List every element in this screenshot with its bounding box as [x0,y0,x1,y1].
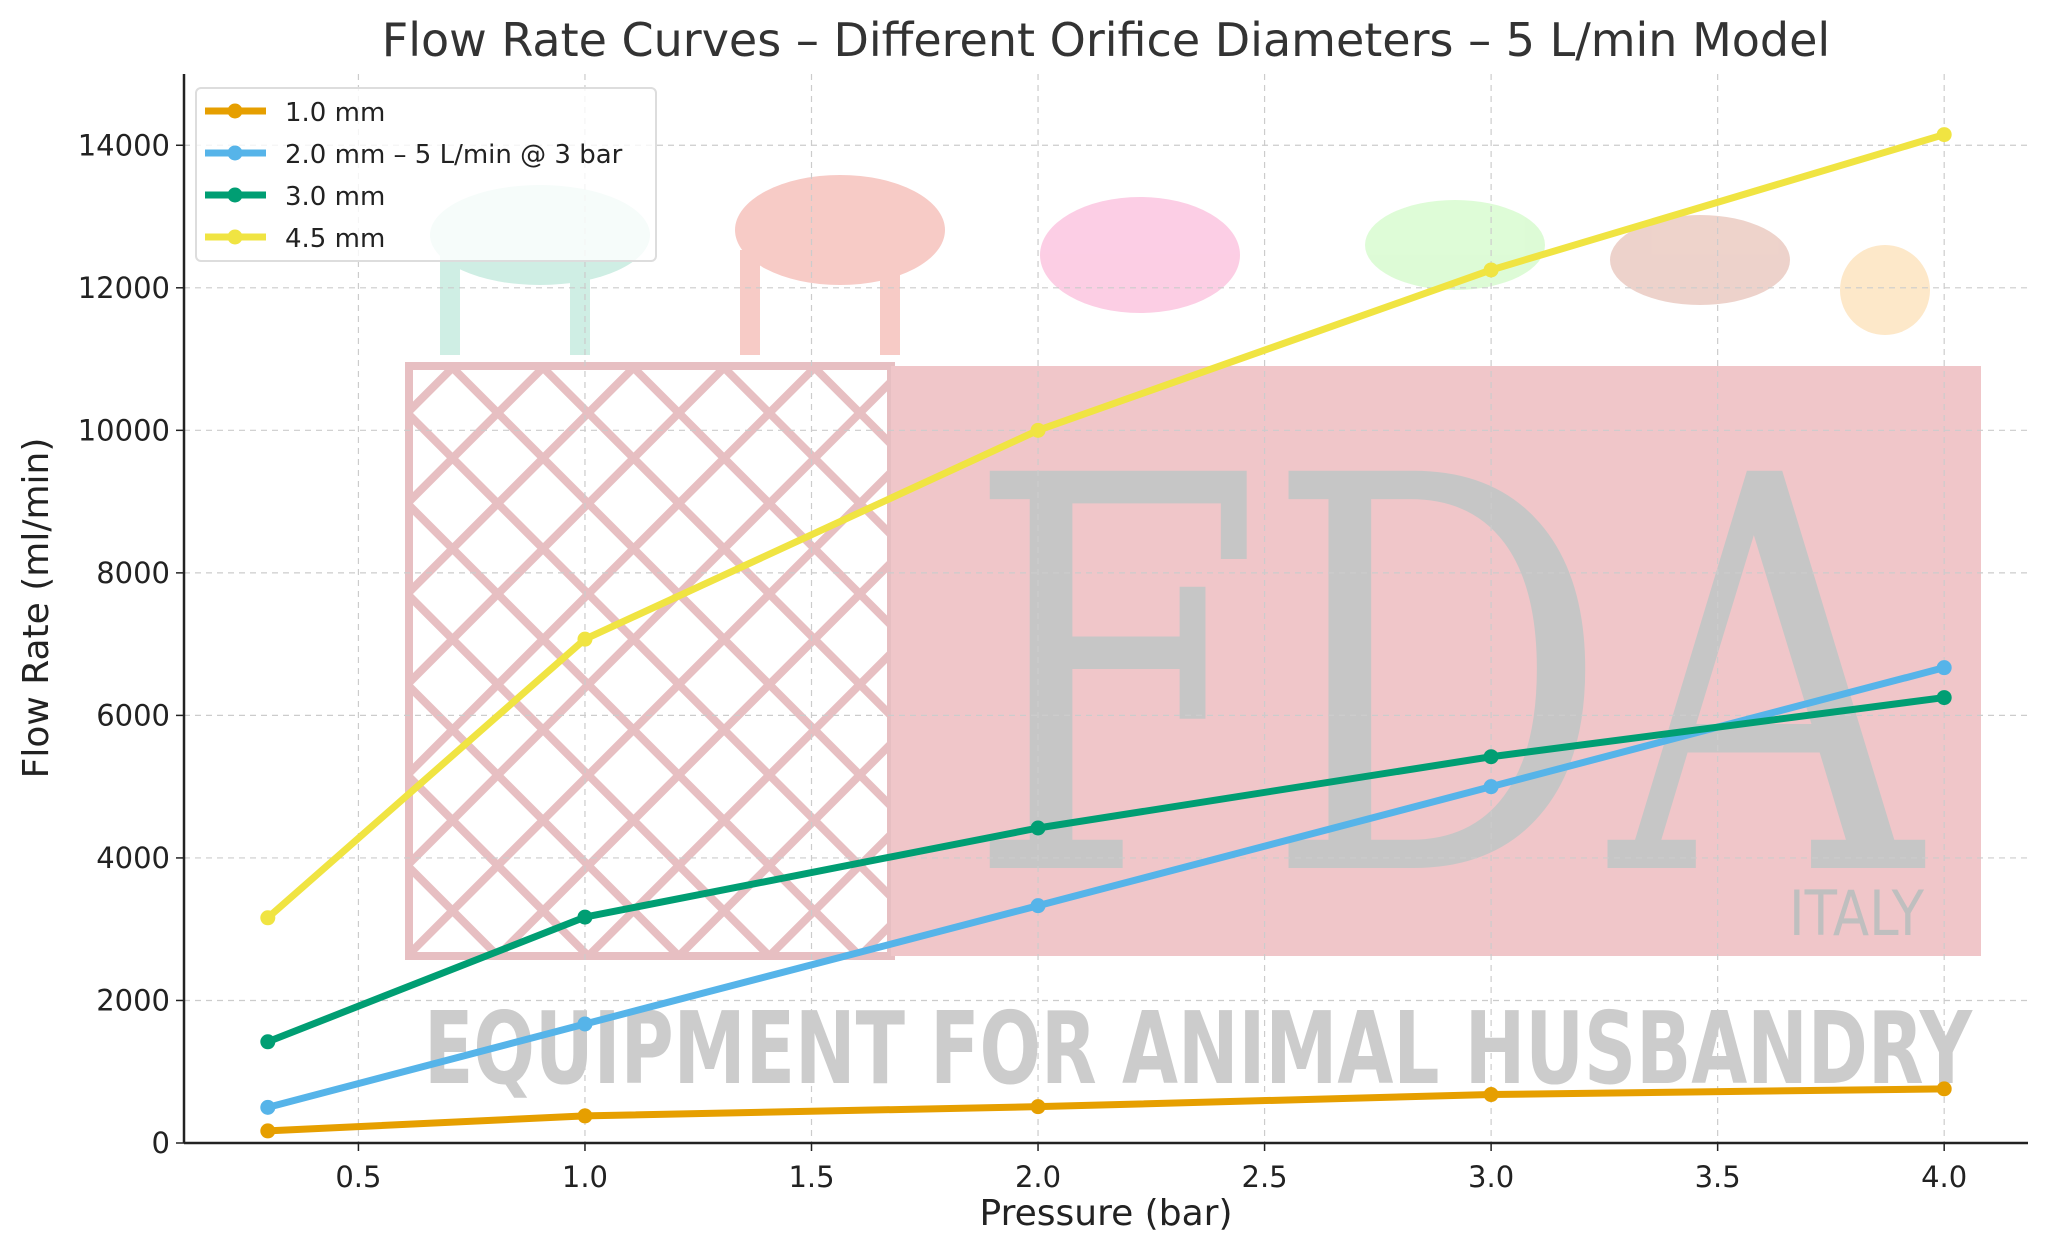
series-2 [260,690,1952,1050]
data-point [260,910,276,926]
data-point [1030,422,1046,438]
data-point [1483,779,1499,795]
data-point [1030,820,1046,836]
data-point [1483,1087,1499,1103]
x-tick-label: 1.5 [788,1160,834,1194]
x-tick-label: 0.5 [335,1160,381,1194]
x-tick-label: 3.5 [1695,1160,1741,1194]
y-tick-label: 0 [152,1126,170,1160]
x-tick-label: 2.0 [1015,1160,1061,1194]
legend-label: 3.0 mm [285,182,385,212]
chart-title: Flow Rate Curves – Different Orifice Dia… [382,13,1830,67]
legend-marker [227,187,243,203]
data-point [1483,262,1499,278]
y-axis-label: Flow Rate (ml/min) [16,438,57,779]
legend-label: 2.0 mm – 5 L/min @ 3 bar [285,140,623,170]
data-point [1030,1099,1046,1115]
series-1 [260,660,1952,1115]
data-point [260,1034,276,1050]
data-point [1936,660,1952,676]
x-tick-label: 2.5 [1242,1160,1288,1194]
data-point [1936,1081,1952,1097]
x-tick-label: 3.0 [1468,1160,1514,1194]
data-point [260,1123,276,1139]
legend-item: 3.0 mm [205,182,385,212]
y-tick-label: 12000 [78,271,170,305]
legend-box [195,87,657,262]
data-point [577,1016,593,1032]
data-point [1483,749,1499,765]
y-tick-label: 14000 [78,128,170,162]
watermark-tagline: EQUIPMENT FOR ANIMAL HUSBANDRY [424,990,1973,1107]
legend-label: 4.5 mm [285,224,385,254]
legend: 1.0 mm 2.0 mm – 5 L/min @ 3 bar 3.0 mm 4.5 … [195,87,657,262]
animal-silhouettes [430,175,1930,355]
watermark-logo: FDA ITALY EQUIPMENT FOR ANIMAL HUSBANDRY [405,175,1981,1107]
watermark-italy: ITALY [1789,877,1924,950]
watermark-fda: FDA [966,362,1926,997]
data-point [577,631,593,647]
y-tick-label: 6000 [96,698,170,732]
legend-marker [227,103,243,119]
data-point [1936,690,1952,706]
data-point [260,1099,276,1115]
legend-item: 4.5 mm [205,224,385,254]
data-point [577,1108,593,1124]
legend-marker [227,229,243,245]
y-tick-label: 10000 [78,413,170,447]
data-point [577,909,593,925]
x-tick-label: 1.0 [562,1160,608,1194]
y-tick-label: 8000 [96,556,170,590]
x-tick-label: 4.0 [1921,1160,1967,1194]
legend-item: 2.0 mm – 5 L/min @ 3 bar [205,140,623,170]
y-tick-label: 4000 [96,841,170,875]
y-tick-label: 2000 [96,983,170,1017]
legend-marker [227,145,243,161]
legend-label: 1.0 mm [285,98,385,128]
data-point [1030,898,1046,914]
x-axis-label: Pressure (bar) [980,1193,1233,1234]
data-point [1936,127,1952,143]
series-0 [260,1081,1952,1139]
legend-item: 1.0 mm [205,98,385,128]
series-3 [260,127,1952,926]
